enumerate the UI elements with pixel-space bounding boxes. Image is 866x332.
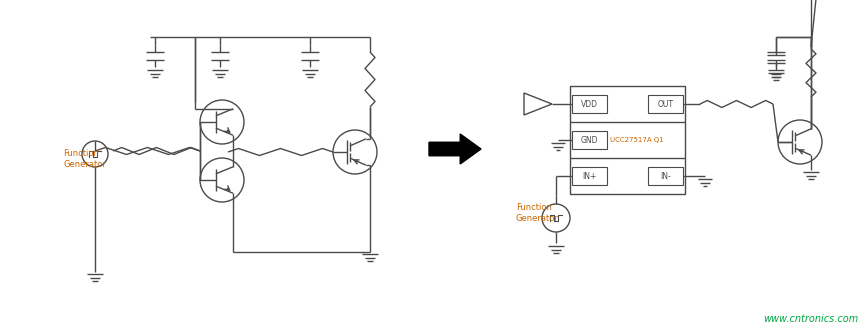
Text: IN+: IN+ bbox=[582, 172, 597, 181]
Text: VDD: VDD bbox=[581, 100, 598, 109]
Bar bbox=[572, 95, 607, 113]
Bar bbox=[648, 167, 683, 185]
Text: GND: GND bbox=[581, 135, 598, 144]
Text: Function
Generator: Function Generator bbox=[63, 149, 106, 169]
Bar bbox=[572, 131, 607, 149]
Text: UCC27517A Q1: UCC27517A Q1 bbox=[610, 137, 663, 143]
Bar bbox=[570, 86, 685, 194]
Bar bbox=[572, 167, 607, 185]
Bar bbox=[648, 95, 683, 113]
Text: OUT: OUT bbox=[657, 100, 674, 109]
Text: Function
Generator: Function Generator bbox=[516, 203, 559, 223]
Text: www.cntronics.com: www.cntronics.com bbox=[763, 314, 858, 324]
Polygon shape bbox=[524, 93, 552, 115]
Polygon shape bbox=[429, 134, 481, 164]
Text: IN-: IN- bbox=[660, 172, 671, 181]
